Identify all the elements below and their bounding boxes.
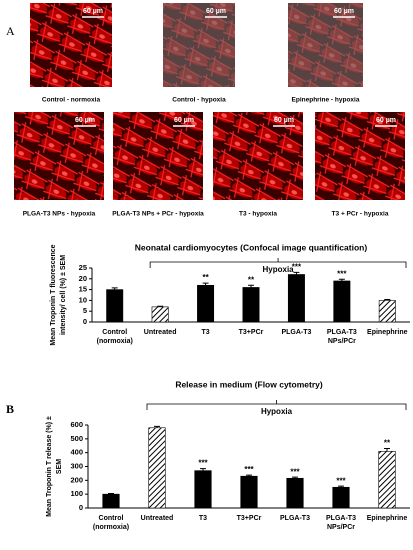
- micrograph: [30, 3, 112, 87]
- y-tick-label: 5: [83, 306, 87, 315]
- x-tick-label: PLGA-T3: [280, 515, 310, 522]
- significance: ***: [292, 262, 302, 271]
- error-bar: [108, 492, 114, 495]
- y-axis-label: SEM: [56, 459, 63, 474]
- image-caption: Epinephrine - hypoxia: [292, 97, 360, 104]
- x-tick-label: Untreated: [144, 329, 177, 336]
- bar: [332, 486, 350, 509]
- y-axis-label: Mean Troponin T fluorescence: [50, 244, 57, 345]
- error-bar: [384, 448, 390, 452]
- bracket-label: Hypoxia: [263, 265, 295, 274]
- x-tick-label: PLGA-T3 NPs/PCr: [326, 515, 356, 531]
- error-bar: [157, 305, 164, 307]
- bar: [242, 287, 260, 323]
- x-tick-label: Control (normoxia): [93, 515, 129, 531]
- micrograph-shade: [163, 3, 235, 87]
- bar: [333, 280, 351, 323]
- significance: ***: [336, 476, 346, 485]
- chart-title: Release in medium (Flow cytometry): [175, 379, 323, 389]
- bar: [194, 470, 212, 509]
- x-tick-label: PLGA-T3: [281, 329, 311, 336]
- scale-label: 60 µm: [274, 117, 294, 124]
- scale-label: 60 µm: [75, 117, 95, 124]
- image-caption: Control - normoxia: [42, 97, 101, 104]
- y-tick-label: 600: [70, 420, 83, 429]
- significance: ***: [198, 459, 208, 468]
- micrograph: [113, 112, 203, 200]
- micrograph-shade: [288, 3, 363, 87]
- image-caption: PLGA-T3 NPs - hypoxia: [23, 211, 96, 218]
- hypoxia-bracket: [146, 400, 407, 410]
- bar: [151, 306, 169, 323]
- y-tick-label: 0: [79, 503, 83, 512]
- significance: **: [248, 275, 255, 284]
- error-bar: [154, 425, 160, 428]
- x-tick-label: PLGA-T3 NPs/PCr: [327, 329, 357, 345]
- y-tick-label: 200: [70, 475, 83, 484]
- scale-label: 60 µm: [83, 8, 103, 15]
- bar: [240, 475, 258, 509]
- y-tick-label: 15: [79, 285, 87, 294]
- y-tick-label: 100: [70, 489, 83, 498]
- image-caption: T3 - hypoxia: [239, 211, 277, 218]
- y-tick-label: 300: [70, 461, 83, 470]
- bar: [106, 289, 124, 323]
- y-tick-label: 20: [79, 274, 87, 283]
- bar: [197, 284, 215, 323]
- significance: ***: [337, 269, 347, 278]
- y-tick-label: 0: [83, 317, 87, 326]
- scale-label: 60 µm: [206, 8, 226, 15]
- bar: [287, 274, 305, 323]
- x-tick-label: Epinephrine: [367, 515, 408, 522]
- bar: [102, 493, 120, 509]
- micrograph: [315, 112, 405, 200]
- y-axis-label: intensity/ cell (%) ± SEM: [60, 255, 67, 335]
- y-tick-label: 500: [70, 434, 83, 443]
- panel-label: A: [6, 24, 15, 38]
- error-bar: [200, 468, 206, 471]
- micrograph: [14, 112, 104, 200]
- micrograph: [213, 112, 303, 200]
- panel-label: B: [6, 402, 14, 416]
- error-bar: [293, 271, 300, 275]
- hypoxia-bracket: [149, 258, 407, 268]
- x-tick-label: T3+PCr: [239, 329, 264, 336]
- bar: [378, 450, 396, 509]
- error-bar: [248, 284, 254, 288]
- x-tick-label: Untreated: [141, 515, 174, 522]
- image-caption: T3 + PCr - hypoxia: [332, 211, 389, 218]
- y-tick-label: 400: [70, 448, 83, 457]
- scale-label: 60 µm: [376, 117, 396, 124]
- significance: **: [384, 439, 391, 448]
- error-bar: [202, 282, 209, 286]
- image-caption: Control - hypoxia: [172, 97, 226, 104]
- error-bar: [292, 476, 298, 479]
- bar: [286, 477, 304, 509]
- y-tick-label: 25: [79, 263, 87, 272]
- error-bar: [384, 299, 391, 301]
- x-tick-label: Epinephrine: [367, 329, 408, 336]
- x-tick-label: T3: [201, 329, 209, 336]
- bar: [148, 427, 166, 509]
- x-tick-label: T3+PCr: [237, 515, 262, 522]
- image-caption: PLGA-T3 NPs + PCr - hypoxia: [112, 211, 204, 218]
- scale-label: 60 µm: [174, 117, 194, 124]
- error-bar: [111, 287, 118, 290]
- error-bar: [338, 278, 345, 281]
- error-bar: [338, 485, 344, 488]
- x-tick-label: T3: [199, 515, 207, 522]
- x-tick-label: Control (normoxia): [97, 329, 133, 345]
- y-tick-label: 10: [79, 295, 87, 304]
- chart-title: Neonatal cardiomyocytes (Confocal image …: [135, 242, 368, 252]
- significance: ***: [290, 467, 300, 476]
- significance: **: [202, 273, 209, 282]
- bar: [378, 300, 396, 323]
- y-axis-label: Mean Troponin T release (%) ±: [46, 416, 53, 517]
- error-bar: [246, 474, 252, 477]
- bracket-label: Hypoxia: [261, 407, 293, 416]
- significance: ***: [244, 465, 254, 474]
- scale-label: 60 µm: [334, 8, 354, 15]
